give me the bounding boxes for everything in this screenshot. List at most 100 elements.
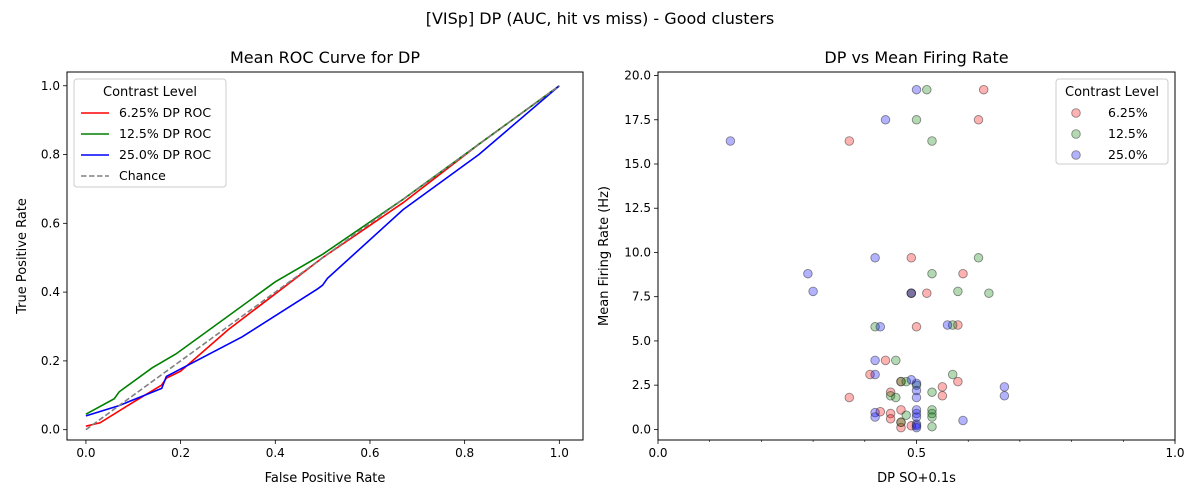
scatter-point [927, 408, 937, 419]
scatter-point [870, 369, 880, 380]
scatter-point [953, 376, 963, 387]
scatter-point [937, 382, 948, 392]
scatter-point [911, 422, 922, 433]
legend-label: 6.25% [1108, 105, 1148, 120]
scatter-point [875, 322, 886, 332]
scatter-point [911, 322, 922, 332]
legend-swatch [1071, 150, 1081, 160]
scatter-point [906, 288, 917, 298]
scatter-point [844, 392, 855, 403]
scatter-point [896, 417, 906, 428]
y-axis-label: Mean Firing Rate (Hz) [597, 186, 612, 326]
y-tick-label: 0.2 [41, 354, 60, 368]
y-tick-label: 0.6 [41, 216, 60, 230]
x-tick-label: 0.5 [907, 446, 926, 460]
scatter-point [953, 286, 963, 297]
scatter-point [896, 376, 906, 387]
legend-label: 25.0% [1108, 147, 1148, 162]
scatter-point [999, 391, 1010, 401]
scatter-point [942, 320, 953, 330]
scatter-point [885, 408, 896, 419]
y-tick-label: 0.4 [41, 285, 60, 299]
scatter-point [870, 412, 880, 422]
scatter-point [870, 355, 880, 366]
legend-title: Contrast Level [103, 85, 197, 100]
scatter-point [958, 268, 968, 279]
plot-frame [657, 71, 1176, 441]
scatter-point [973, 115, 984, 125]
y-tick-label: 0.8 [41, 148, 60, 162]
x-tick-label: 0.0 [648, 446, 667, 460]
y-tick-label: 7.5 [632, 290, 651, 304]
legend-box [1055, 78, 1169, 165]
legend-swatch [1071, 129, 1081, 139]
scatter-point [922, 84, 932, 95]
y-tick-label: 0.0 [632, 422, 651, 436]
scatter-point [958, 415, 968, 426]
scatter-point [911, 408, 922, 419]
scatter-point [880, 115, 891, 125]
scatter-point [911, 115, 922, 125]
scatter-point [927, 421, 937, 432]
scatter-point [885, 414, 896, 424]
scatter-point [911, 385, 922, 396]
scatter-point [870, 253, 880, 263]
scatter-point [808, 286, 818, 297]
scatter-point [927, 136, 937, 146]
x-tick-label: 1.0 [1165, 446, 1184, 460]
x-tick-label: 0.6 [360, 446, 379, 460]
x-axis-label: DP SO+0.1s [877, 471, 956, 486]
y-tick-label: 15.0 [624, 157, 651, 171]
chart-title: Mean ROC Curve for DP [230, 48, 420, 67]
scatter-panel: DP vs Mean Firing Rate 0.0 0.5 1.0 0.0 2.5 5.0… [597, 48, 1185, 486]
scatter-point [906, 421, 917, 431]
scatter-point [906, 253, 917, 263]
scatter-point [803, 268, 813, 279]
x-tick-label: 1.0 [550, 446, 569, 460]
series-line [85, 85, 560, 415]
scatter-point [984, 288, 994, 298]
scatter-point [911, 84, 922, 95]
y-tick-label: 20.0 [624, 69, 651, 83]
legend-box [73, 78, 227, 188]
scatter-point [978, 84, 989, 95]
scatter-point [999, 382, 1010, 392]
scatter-point [973, 253, 984, 263]
series-line [85, 85, 560, 417]
scatter-point [922, 288, 932, 298]
legend-title: Contrast Level [1065, 85, 1159, 100]
scatter-point [880, 355, 891, 366]
scatter-point [953, 320, 963, 330]
y-tick-label: 10.0 [624, 245, 651, 259]
scatter-point [885, 391, 896, 401]
y-tick-label: 17.5 [624, 113, 651, 127]
scatter-point [911, 378, 922, 389]
plot-frame [66, 71, 584, 441]
legend-label: 12.5% [1108, 126, 1148, 141]
legend-label: 25.0% DP ROC [119, 147, 211, 162]
series-line [85, 85, 560, 431]
x-tick-label: 0.8 [455, 446, 474, 460]
scatter-point [844, 136, 855, 146]
scatter-point [947, 320, 958, 330]
series-line [85, 85, 560, 427]
scatter-point [865, 369, 875, 380]
y-tick-label: 1.0 [41, 79, 60, 93]
scatter-point [927, 405, 937, 415]
scatter-point [870, 322, 880, 332]
scatter-point [891, 355, 901, 366]
scatter-point [937, 391, 948, 401]
figure-suptitle: [VISp] DP (AUC, hit vs miss) - Good clus… [426, 9, 775, 28]
y-tick-label: 12.5 [624, 201, 651, 215]
y-tick-label: 0.0 [41, 423, 60, 437]
x-axis-label: False Positive Rate [265, 471, 386, 486]
legend-label: 6.25% DP ROC [119, 105, 211, 120]
scatter-point [947, 369, 958, 380]
scatter-point [906, 375, 917, 385]
y-tick-label: 2.5 [632, 378, 651, 392]
scatter-point [911, 405, 922, 415]
scatter-point [901, 376, 911, 387]
roc-panel: Mean ROC Curve for DP 0.0 0.2 0.4 0.6 0.8 1.0 0… [15, 48, 584, 486]
